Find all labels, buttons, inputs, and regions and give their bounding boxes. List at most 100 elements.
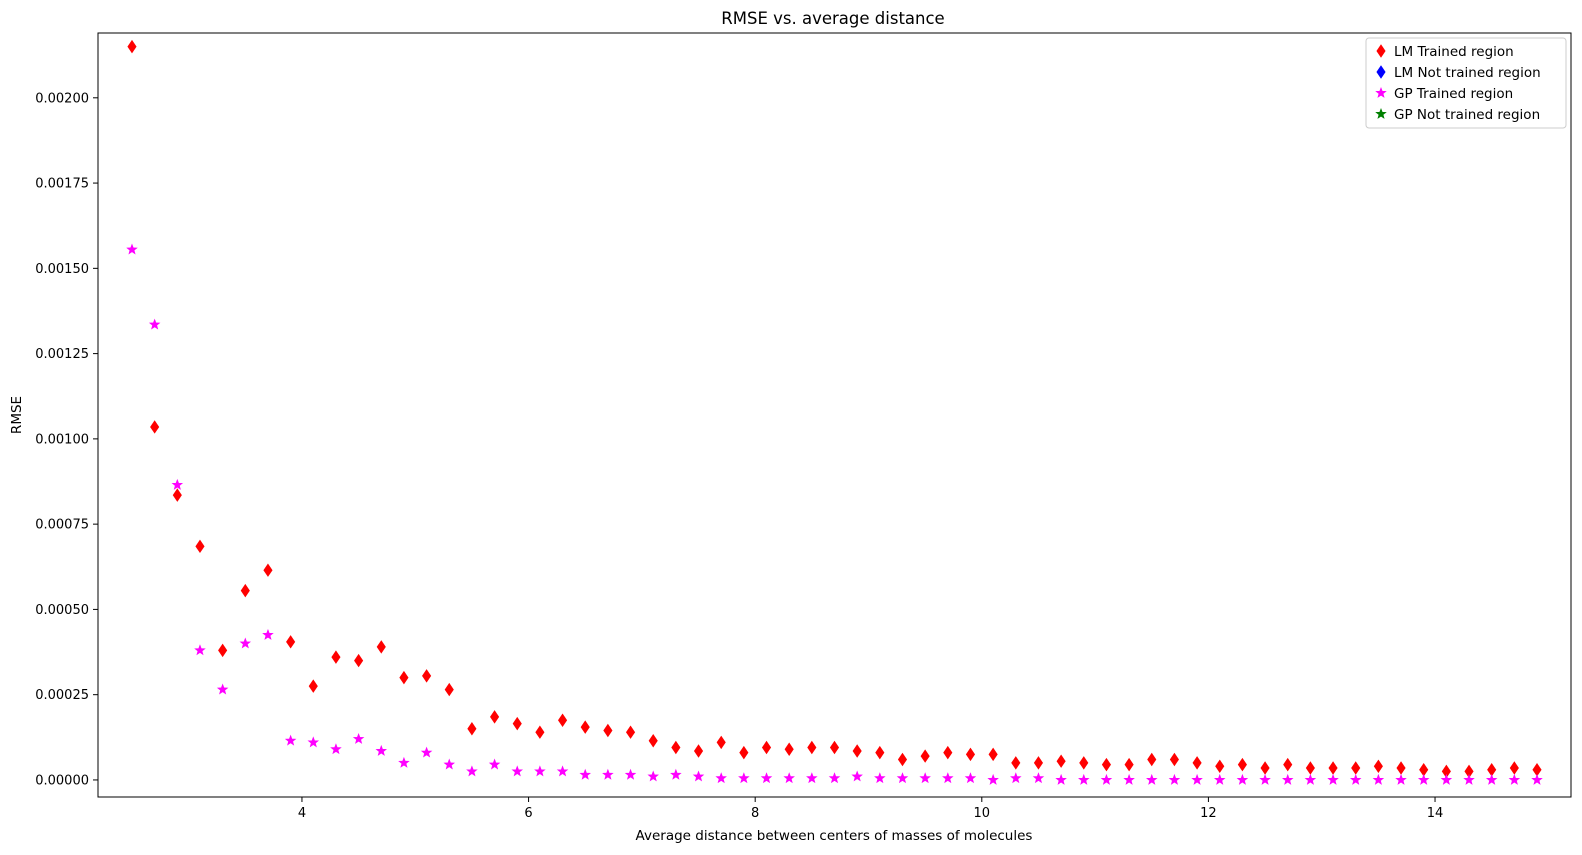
data-point: [1032, 772, 1045, 784]
data-point: [194, 644, 206, 656]
data-point: [1351, 761, 1361, 775]
data-point: [896, 772, 909, 784]
data-point: [783, 772, 795, 784]
x-tick-label: 4: [298, 806, 306, 821]
data-point: [308, 679, 318, 693]
data-point: [897, 752, 908, 767]
data-point: [1260, 761, 1270, 775]
series-lm-trained-region: [127, 39, 1542, 779]
data-point: [1328, 761, 1338, 775]
legend-marker: [1376, 44, 1386, 58]
data-point: [625, 725, 636, 739]
data-point: [1417, 773, 1430, 785]
data-point: [716, 735, 726, 750]
data-point: [1078, 773, 1090, 785]
data-point: [580, 720, 590, 734]
data-point: [1123, 773, 1135, 785]
data-point: [331, 650, 341, 664]
data-point: [647, 770, 659, 782]
data-point: [760, 772, 773, 784]
data-point: [511, 765, 523, 777]
x-tick-label: 14: [1427, 806, 1444, 821]
data-point: [216, 683, 229, 695]
data-point: [1372, 773, 1385, 785]
data-point: [284, 734, 297, 746]
data-markers: [126, 39, 1543, 785]
data-point: [534, 765, 546, 777]
x-tick-label: 12: [1200, 806, 1217, 821]
data-point: [1531, 773, 1543, 785]
data-point: [218, 643, 228, 658]
data-point: [512, 716, 522, 731]
data-point: [466, 765, 478, 777]
data-point: [987, 773, 999, 785]
data-point: [1124, 757, 1134, 772]
data-point: [828, 772, 841, 784]
data-point: [1215, 759, 1225, 774]
data-point: [1236, 773, 1249, 785]
data-point: [1373, 759, 1383, 774]
data-point: [1281, 773, 1294, 785]
data-point: [1169, 752, 1179, 767]
data-point: [829, 740, 840, 755]
y-tick-label: 0.00100: [35, 432, 89, 447]
data-point: [1191, 773, 1203, 785]
data-point: [1440, 773, 1453, 785]
chart-title: RMSE vs. average distance: [721, 9, 944, 28]
data-point: [761, 740, 772, 755]
data-point: [624, 768, 637, 780]
data-point: [286, 635, 296, 649]
data-point: [851, 770, 863, 782]
data-point: [467, 722, 477, 736]
data-point: [807, 740, 817, 755]
data-point: [693, 744, 704, 758]
data-point: [1237, 757, 1247, 772]
data-point: [988, 747, 998, 762]
legend-marker: [1375, 86, 1387, 98]
data-point: [964, 772, 977, 784]
data-point: [556, 765, 569, 777]
legend-marker: [1375, 107, 1387, 119]
x-tick-label: 10: [974, 806, 991, 821]
data-point: [1463, 773, 1475, 785]
data-point: [1011, 756, 1021, 770]
data-point: [1396, 761, 1406, 775]
data-point: [535, 725, 545, 739]
y-tick-label: 0.00125: [35, 347, 89, 362]
data-point: [1259, 773, 1271, 785]
x-tick-label: 6: [524, 806, 532, 821]
data-point: [943, 745, 953, 760]
data-point: [1010, 772, 1022, 784]
legend-label: GP Not trained region: [1394, 107, 1540, 123]
data-point: [919, 772, 931, 784]
data-point: [443, 758, 456, 770]
data-point: [670, 768, 682, 780]
data-point: [263, 563, 273, 577]
data-point: [875, 745, 885, 760]
data-point: [330, 743, 342, 755]
data-point: [1349, 773, 1362, 785]
data-point: [1485, 773, 1498, 785]
data-point: [1056, 754, 1066, 768]
data-point: [150, 420, 160, 434]
y-tick-label: 0.00075: [35, 518, 89, 533]
data-point: [648, 733, 658, 748]
data-point: [172, 488, 182, 502]
legend: LM Trained region LM Not trained region GP…: [1365, 37, 1567, 129]
y-axis-ticks: 0.00000 0.00025 0.00050 0.00075 0.00100 0.001…: [35, 91, 98, 788]
data-point: [1508, 773, 1521, 785]
data-point: [942, 772, 954, 784]
data-point: [399, 670, 409, 685]
data-point: [1305, 761, 1315, 775]
data-point: [1146, 773, 1158, 785]
data-point: [352, 732, 365, 744]
data-point: [806, 772, 818, 784]
legend-label: GP Trained region: [1394, 86, 1513, 102]
data-point: [148, 318, 161, 330]
data-point: [126, 243, 138, 255]
series-gp-trained-region: [126, 243, 1543, 785]
x-axis-ticks: 4 6 8 10 12 14: [298, 797, 1443, 821]
y-tick-label: 0.00050: [35, 603, 89, 618]
data-point: [1192, 756, 1202, 770]
